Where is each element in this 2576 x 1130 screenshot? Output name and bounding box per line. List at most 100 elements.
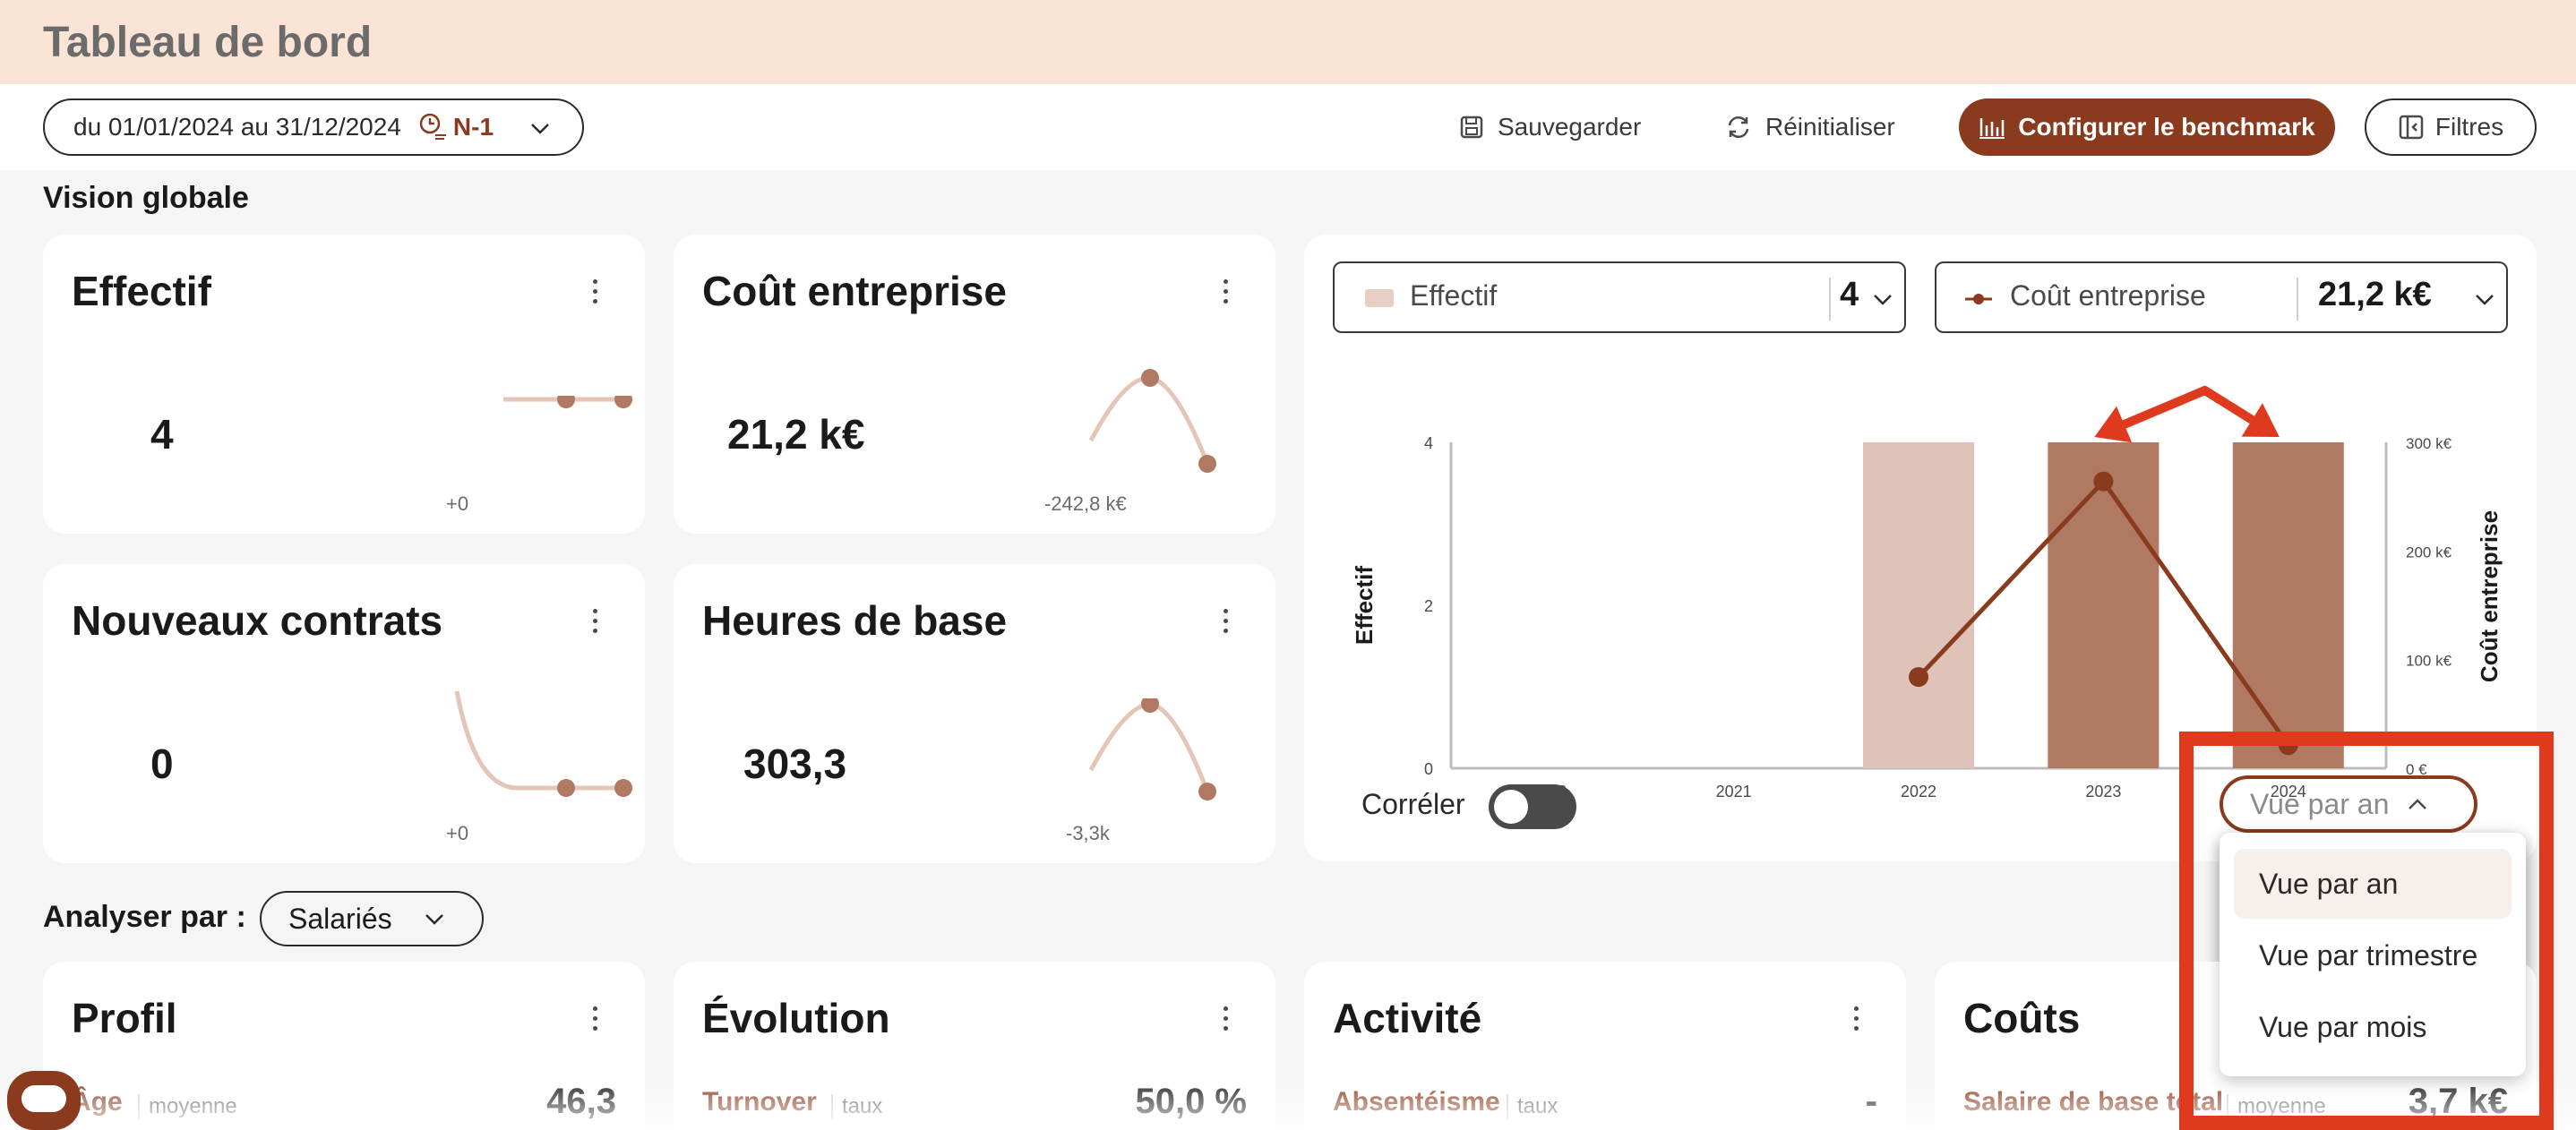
more-options-icon[interactable] [593,1006,598,1033]
series-label: Coût entreprise [2010,279,2206,312]
dropdown-option-trimestre[interactable]: Vue par trimestre [2259,938,2478,972]
benchmark-label: Configurer le benchmark [2018,113,2315,141]
x-tick-label: 2022 [1901,783,1936,800]
kpi-sparkline [1088,369,1216,473]
y-axis-title: Effectif [1351,566,1378,645]
selector-divider [1829,278,1831,321]
section-title-vision: Vision globale [43,181,249,215]
analyse-value: Salariés [288,902,392,935]
series-selector-effectif[interactable]: Effectif 4 [1333,261,1906,333]
chevron-down-icon [2476,295,2494,305]
more-options-icon[interactable] [1224,279,1229,306]
annotation-arrow-left-shaft [2119,386,2210,430]
metric-name[interactable]: Turnover [702,1087,817,1117]
compare-period[interactable]: N-1 [417,112,494,142]
series-value: 21,2 k€ [2318,276,2432,313]
series-label: Effectif [1410,279,1498,312]
kpi-card-heures-de-base: Heures de base 303,3 -3,3k [674,564,1275,863]
kpi-sparkline [1088,698,1216,800]
kpi-delta: -242,8 k€ [1044,492,1127,515]
card-activite: Activité Absentéisme taux - [1304,962,1906,1130]
card-title: Profil [72,995,177,1041]
metric-sub: moyenne [138,1094,237,1119]
bar-legend-swatch [1365,289,1394,307]
kpi-title: Coût entreprise [702,268,1007,314]
view-period-select[interactable]: Vue par an [2220,775,2477,833]
annotation-arrow-right-head [2241,403,2280,437]
metric-value: 46,3 [546,1082,616,1121]
kpi-sparkline [503,396,632,408]
line-legend-icon [1965,294,1992,304]
configure-benchmark-button[interactable]: Configurer le benchmark [1959,98,2335,156]
kpi-title: Effectif [72,268,211,314]
y2-axis-title: Coût entreprise [2476,510,2503,682]
chart-card: Effectif 4 Coût entreprise 21,2 k€ 0 2 4 0 … [1304,235,2537,861]
date-range-picker[interactable]: du 01/01/2024 au 31/12/2024 N-1 [43,98,584,156]
bar-2023 [2048,442,2160,768]
kpi-value: 0 [150,740,174,787]
metric-sub: taux [1507,1094,1558,1119]
y2-tick-label: 200 k€ [2406,544,2452,561]
metric-name[interactable]: Absentéisme [1333,1087,1500,1117]
toolbar: du 01/01/2024 au 31/12/2024 N-1 Sauvegar… [0,84,2576,170]
kpi-delta: +0 [446,822,469,844]
chat-icon[interactable] [7,1071,81,1130]
save-label: Sauvegarder [1498,113,1642,141]
kpi-value: 4 [150,411,174,458]
filters-label: Filtres [2434,113,2504,141]
x-tick-label: 2021 [1716,783,1752,800]
card-title: Coûts [1963,995,2081,1041]
card-evolution: Évolution Turnover taux 50,0 % [674,962,1275,1130]
bar-chart-icon [1979,118,2005,139]
selector-divider [2297,278,2298,321]
kpi-value: 21,2 k€ [727,411,865,458]
more-options-icon[interactable] [593,609,598,636]
save-button[interactable]: Sauvegarder [1458,98,1641,156]
more-options-icon[interactable] [1854,1006,1859,1033]
kpi-card-cout-entreprise: Coût entreprise 21,2 k€ -242,8 k€ [674,235,1275,534]
card-title: Activité [1333,995,1482,1041]
kpi-delta: -3,3k [1066,822,1110,844]
y2-tick-label: 0 € [2406,761,2427,778]
kpi-card-nouveaux-contrats: Nouveaux contrats 0 +0 [43,564,645,863]
more-options-icon[interactable] [1224,609,1229,636]
page-header: Tableau de bord [0,0,2576,84]
reset-button[interactable]: Réinitialiser [1724,98,1895,156]
filters-button[interactable]: Filtres [2365,98,2537,156]
more-options-icon[interactable] [593,279,598,306]
kpi-title: Nouveaux contrats [72,597,443,644]
series-selector-cout-entreprise[interactable]: Coût entreprise 21,2 k€ [1935,261,2508,333]
dropdown-option-mois[interactable]: Vue par mois [2259,1010,2427,1043]
metric-value: - [1865,1082,1877,1121]
x-tick-label: 2024 [2271,783,2306,800]
compare-clock-icon [419,113,446,140]
metric-sub: taux [831,1094,882,1119]
more-options-icon[interactable] [1224,1006,1229,1033]
analyse-label: Analyser par : [43,900,246,934]
chevron-down-icon [425,914,443,925]
series-value: 4 [1840,276,1859,313]
view-select-value: Vue par an [2250,787,2390,820]
y-tick-label: 0 [1424,760,1433,778]
save-icon [1460,116,1483,139]
page-title: Tableau de bord [43,18,373,66]
card-profil: Profil Âge moyenne 46,3 [43,962,645,1130]
card-title: Évolution [702,995,890,1041]
dropdown-option-annee[interactable]: Vue par an [2234,849,2512,919]
bar-2022 [1863,442,1974,768]
bar-2024 [2232,442,2344,768]
y2-tick-label: 300 k€ [2406,435,2452,452]
y2-tick-label: 100 k€ [2406,653,2452,670]
toggle-knob [1494,790,1528,824]
metric-value: 50,0 % [1135,1082,1247,1121]
correlate-label: Corréler [1361,788,1465,820]
reset-label: Réinitialiser [1765,113,1895,141]
kpi-card-effectif: Effectif 4 +0 [43,235,645,534]
kpi-value: 303,3 [743,740,847,787]
line-point [2093,471,2114,492]
y-tick-label: 2 [1424,597,1433,615]
chevron-down-icon [531,124,549,134]
correlate-toggle[interactable] [1489,784,1576,829]
analyse-select[interactable]: Salariés [260,891,484,946]
